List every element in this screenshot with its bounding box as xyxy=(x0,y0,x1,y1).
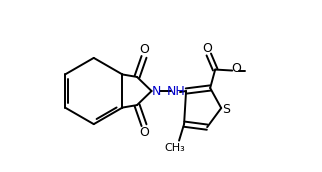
Text: O: O xyxy=(139,43,149,56)
Text: O: O xyxy=(202,42,212,55)
Text: O: O xyxy=(139,126,149,139)
Text: NH: NH xyxy=(166,84,185,98)
Text: O: O xyxy=(232,62,242,75)
Text: N: N xyxy=(151,84,161,98)
Text: CH₃: CH₃ xyxy=(165,143,185,153)
Text: S: S xyxy=(222,103,230,116)
